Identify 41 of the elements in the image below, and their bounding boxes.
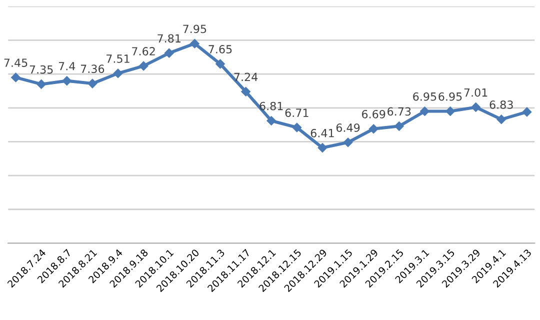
data-label: 7.62 — [132, 47, 155, 56]
point — [88, 78, 98, 88]
point — [36, 80, 46, 89]
data-label: 7.01 — [464, 88, 488, 97]
point — [138, 61, 148, 71]
point — [446, 106, 455, 116]
point — [266, 116, 276, 126]
point — [394, 122, 404, 131]
point — [241, 87, 250, 96]
point — [113, 68, 123, 78]
point — [368, 124, 378, 134]
data-label: 7.51 — [106, 54, 130, 63]
point — [164, 48, 174, 58]
data-label: 7.24 — [234, 72, 258, 82]
data-label: 7.35 — [30, 65, 53, 74]
point — [343, 138, 353, 148]
data-label: 6.49 — [336, 124, 360, 132]
point — [318, 143, 328, 152]
point — [11, 72, 20, 82]
data-label: 6.81 — [260, 102, 283, 110]
data-label: 6.83 — [490, 100, 513, 109]
data-label: 7.65 — [208, 45, 232, 54]
data-label: 6.95 — [413, 92, 436, 101]
point — [292, 122, 302, 132]
point — [496, 114, 506, 124]
data-label: 6.69 — [362, 110, 386, 118]
point — [190, 38, 200, 48]
point — [420, 106, 430, 116]
data-label: 6.95 — [438, 92, 462, 101]
data-label: 7.95 — [183, 24, 206, 34]
data-label: 6.41 — [310, 128, 334, 138]
data-label: 7.45 — [4, 58, 28, 67]
point — [522, 107, 532, 117]
data-label: 6.73 — [388, 107, 411, 116]
data-label: 7.36 — [80, 64, 104, 74]
data-label: 7.4 — [58, 62, 76, 70]
data-label: 6.71 — [285, 108, 308, 118]
point — [216, 59, 225, 69]
point — [471, 102, 480, 112]
point — [62, 76, 72, 86]
data-label: 7.81 — [158, 34, 180, 43]
